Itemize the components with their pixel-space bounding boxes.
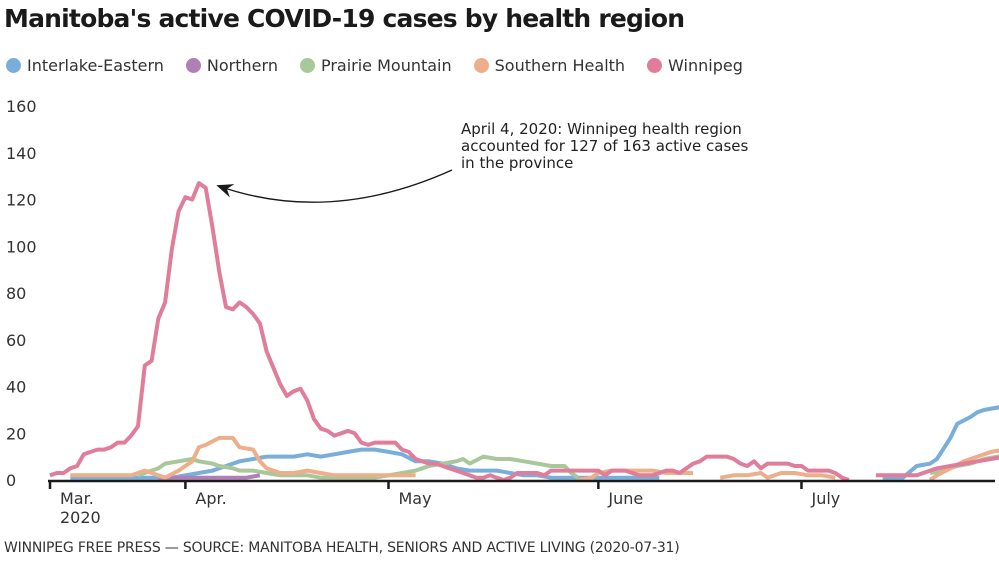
x-tick-sublabel: 2020 xyxy=(60,508,101,527)
y-tick-label: 140 xyxy=(6,144,37,163)
y-axis: 0 20 40 60 80 100 120 140 160 xyxy=(6,97,37,490)
legend-swatch-icon xyxy=(185,58,201,73)
x-tick-label: Mar. xyxy=(60,489,94,508)
x-tick-label: June xyxy=(607,489,643,508)
y-tick-label: 0 xyxy=(6,471,16,490)
series-line-northern xyxy=(158,473,261,480)
y-tick-label: 20 xyxy=(6,424,26,443)
y-tick-label: 120 xyxy=(6,191,37,210)
series-line-winnipeg xyxy=(875,455,999,478)
series-line-southern-health xyxy=(928,448,999,482)
series-line-interlake-eastern xyxy=(70,447,660,480)
x-axis: Mar.2020 Apr. May June July xyxy=(48,479,995,527)
source-credit: WINNIPEG FREE PRESS — SOURCE: MANITOBA H… xyxy=(4,540,680,556)
series-line-southern-health xyxy=(70,435,416,480)
y-tick-label: 80 xyxy=(6,284,26,303)
series-line-prairie-mountain xyxy=(137,454,580,480)
annotation-text-line: in the province xyxy=(461,154,573,172)
series-line-interlake-eastern xyxy=(882,404,999,480)
legend-swatch-icon xyxy=(6,58,21,73)
legend-label: Interlake-Eastern xyxy=(27,56,164,75)
legend-label: Southern Health xyxy=(494,56,626,75)
annotation-arrow xyxy=(216,169,453,203)
legend-item-southern-health: Southern Health xyxy=(473,56,626,75)
x-tick-label: Apr. xyxy=(195,489,226,508)
y-tick-label: 60 xyxy=(6,331,26,350)
series-line-southern-health xyxy=(577,468,694,482)
legend: Interlake-Eastern Northern Prairie Mount… xyxy=(6,56,765,75)
y-tick-label: 160 xyxy=(6,97,37,116)
legend-item-northern: Northern xyxy=(185,56,278,75)
legend-swatch-icon xyxy=(647,58,663,73)
x-tick-label: July xyxy=(810,489,840,508)
legend-item-winnipeg: Winnipeg xyxy=(647,56,743,75)
annotation: April 4, 2020: Winnipeg health region ac… xyxy=(216,120,749,203)
x-tick-label: May xyxy=(399,489,432,508)
series-layer xyxy=(49,181,999,482)
y-tick-label: 100 xyxy=(6,237,37,256)
legend-item-interlake-eastern: Interlake-Eastern xyxy=(6,56,164,75)
legend-swatch-icon xyxy=(473,58,489,73)
legend-item-prairie-mountain: Prairie Mountain xyxy=(299,56,452,75)
y-tick-label: 40 xyxy=(6,378,26,397)
series-line-southern-health xyxy=(719,471,836,480)
annotation-text-line: accounted for 127 of 163 active cases xyxy=(461,137,749,155)
legend-swatch-icon xyxy=(299,58,315,73)
series-line-winnipeg xyxy=(49,181,850,482)
legend-label: Prairie Mountain xyxy=(320,56,452,75)
legend-label: Winnipeg xyxy=(668,56,743,75)
chart-title: Manitoba's active COVID-19 cases by heal… xyxy=(4,4,685,33)
annotation-text-line: April 4, 2020: Winnipeg health region xyxy=(461,120,742,138)
legend-label: Northern xyxy=(206,56,278,75)
